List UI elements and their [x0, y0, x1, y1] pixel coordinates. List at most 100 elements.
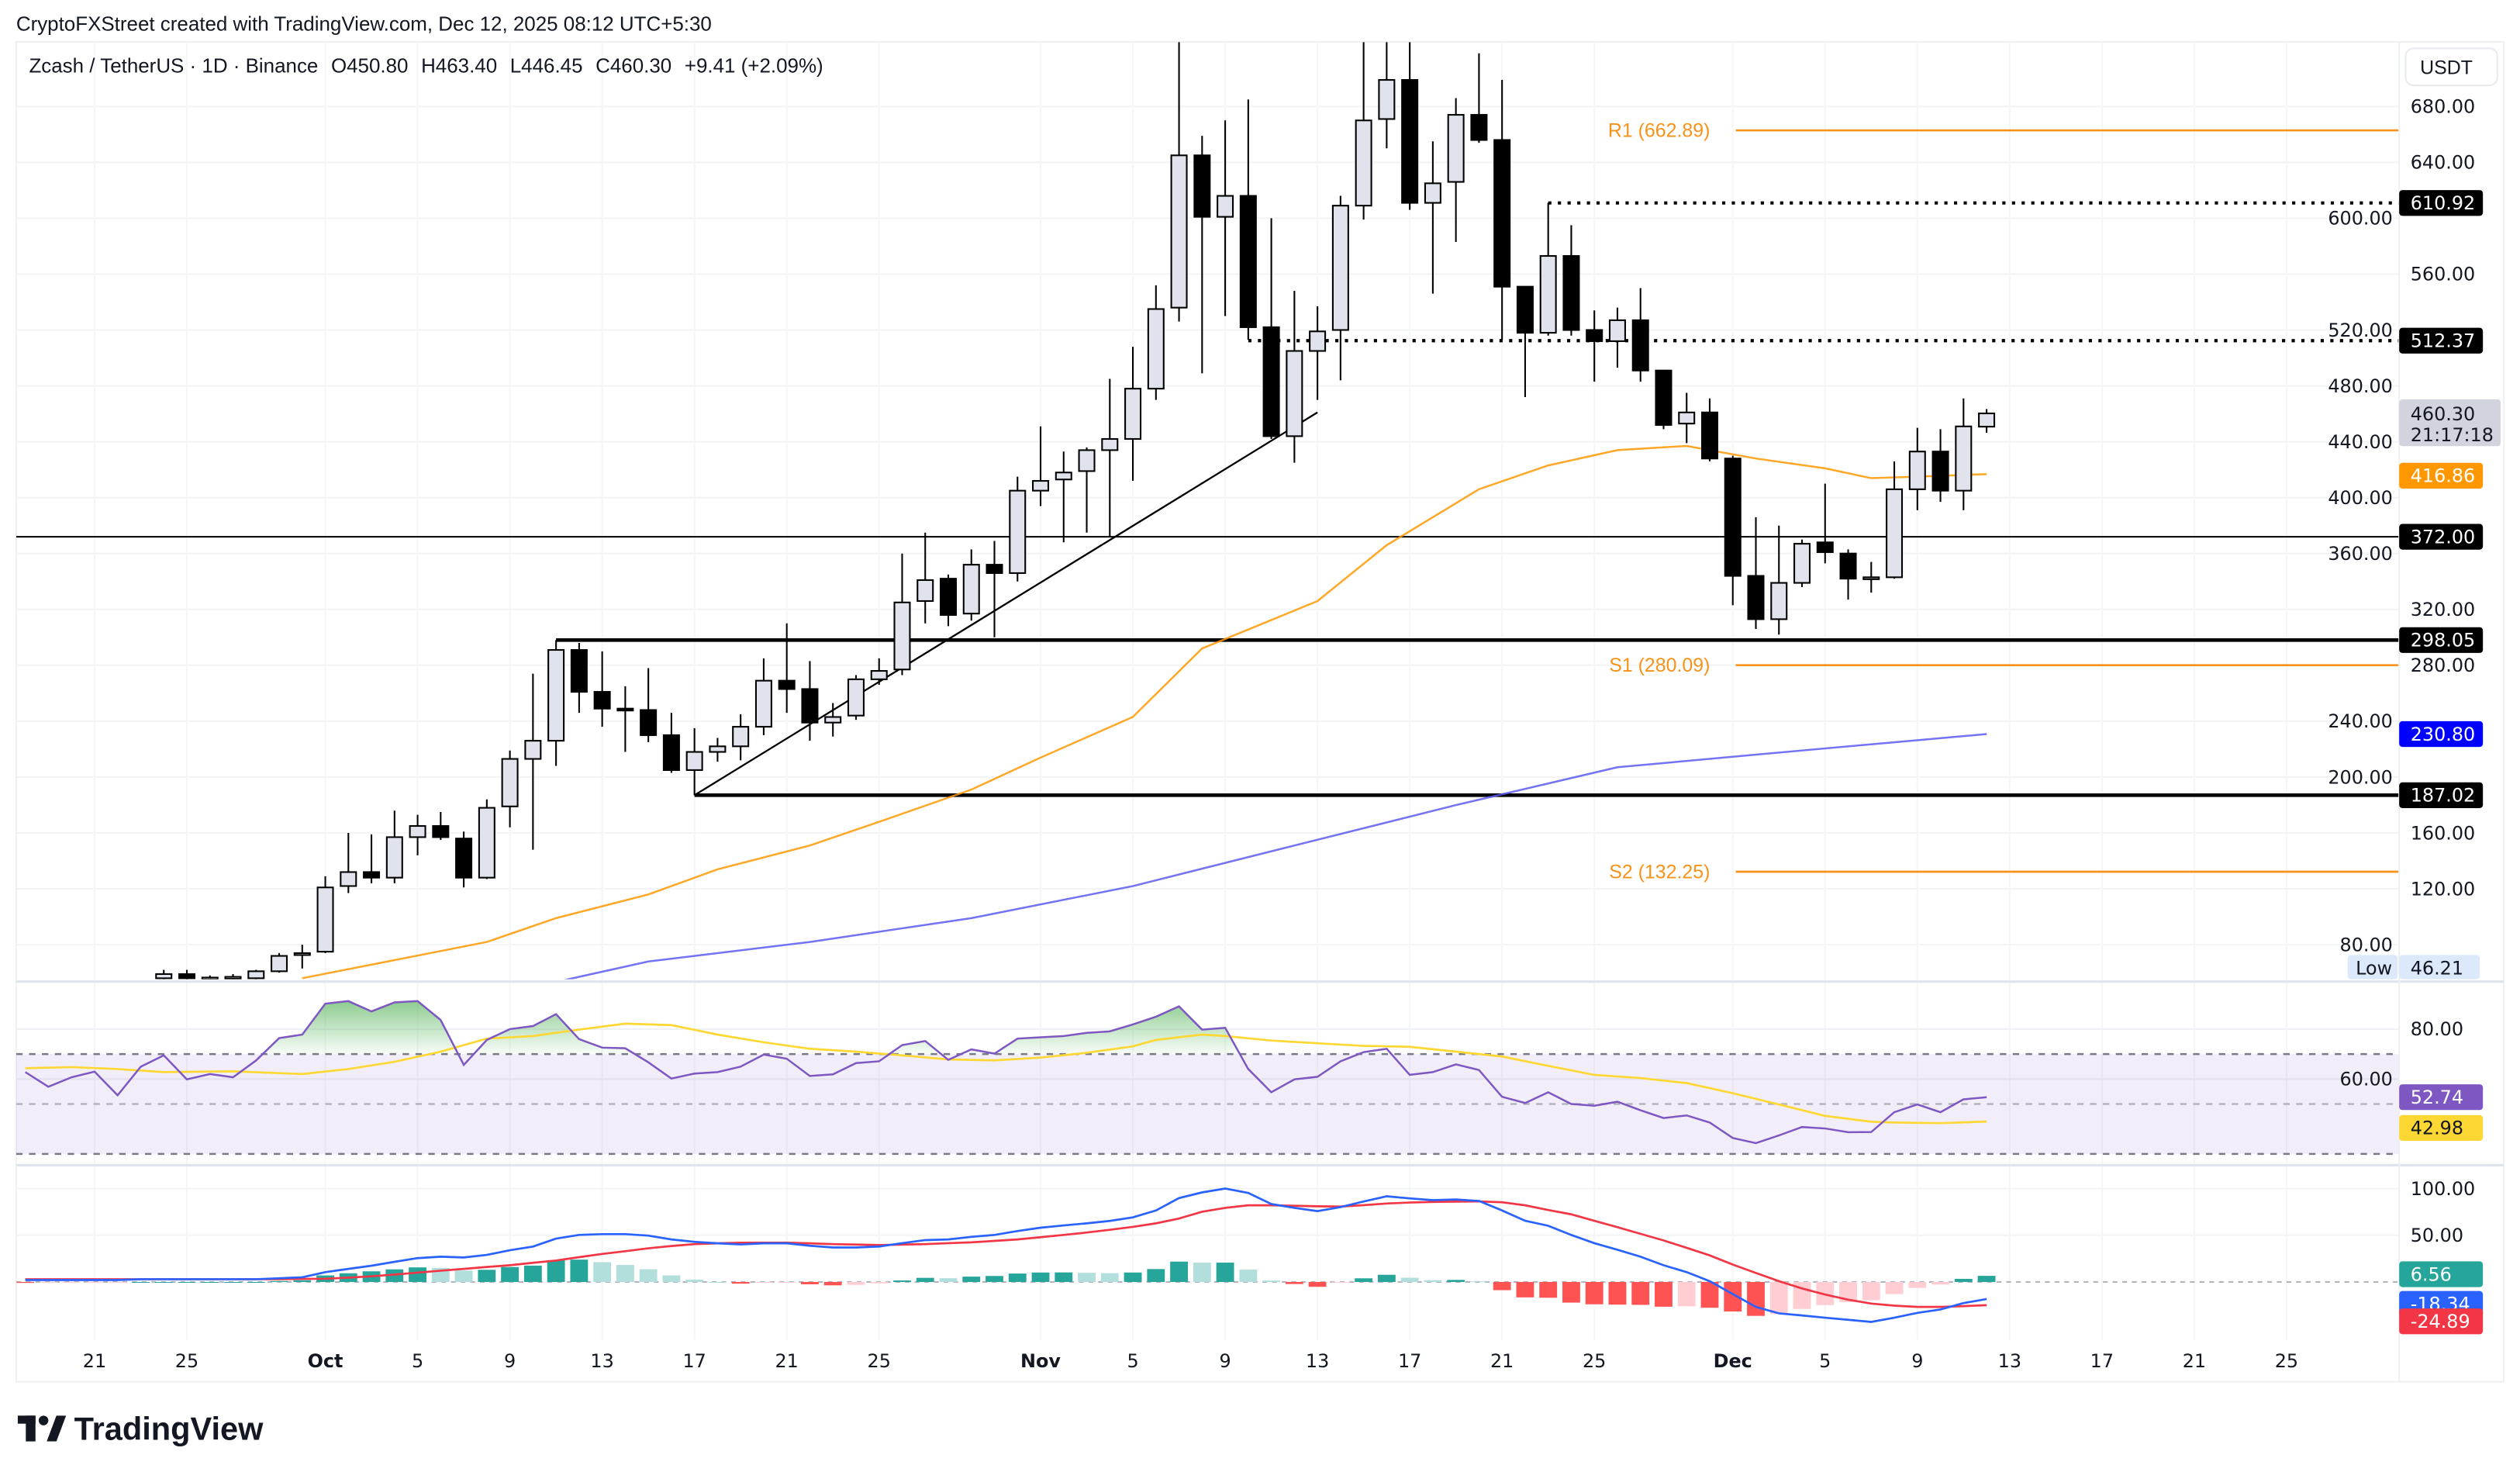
candle[interactable] [1055, 451, 1072, 543]
candle[interactable] [962, 549, 980, 621]
time-tick-label[interactable]: 21 [83, 1350, 106, 1372]
candle[interactable] [986, 541, 1003, 638]
time-tick-label[interactable]: 9 [1219, 1350, 1231, 1372]
candle[interactable] [1124, 347, 1142, 482]
candle[interactable] [1700, 398, 1718, 461]
time-tick-label[interactable]: 9 [1911, 1350, 1923, 1372]
rsi-pane[interactable] [16, 1000, 2400, 1156]
candle[interactable] [1931, 429, 1949, 503]
candle[interactable] [1217, 120, 1234, 316]
candle[interactable] [271, 952, 288, 973]
candle[interactable] [1631, 288, 1649, 382]
candle[interactable] [1170, 42, 1188, 322]
candle[interactable] [478, 799, 495, 879]
candle[interactable] [1586, 310, 1603, 382]
candle[interactable] [1032, 426, 1050, 506]
candle[interactable] [547, 640, 565, 766]
trendline[interactable] [694, 411, 1318, 796]
candle[interactable] [1770, 525, 1788, 635]
candle[interactable] [1101, 378, 1119, 537]
currency-button[interactable]: USDT [2404, 47, 2498, 87]
candle[interactable] [1608, 307, 1626, 368]
time-tick-label[interactable]: 13 [1306, 1350, 1329, 1372]
time-tick-label[interactable]: 13 [590, 1350, 613, 1372]
candle[interactable] [201, 975, 219, 980]
candle[interactable] [1678, 392, 1696, 444]
candle[interactable] [640, 668, 658, 742]
candle[interactable] [685, 727, 703, 796]
candle[interactable] [616, 686, 634, 752]
candle[interactable] [1309, 306, 1327, 400]
candle[interactable] [1655, 369, 1673, 430]
candle[interactable] [893, 553, 911, 676]
candle[interactable] [917, 532, 934, 624]
candle[interactable] [1009, 476, 1027, 582]
candle[interactable] [1193, 136, 1211, 374]
time-tick-label[interactable]: Oct [308, 1350, 343, 1372]
time-tick-label[interactable]: 25 [175, 1350, 198, 1372]
candle[interactable] [1147, 285, 1165, 400]
candle[interactable] [1747, 517, 1765, 630]
candle[interactable] [1286, 291, 1303, 463]
candle[interactable] [1539, 202, 1557, 336]
candle[interactable] [1793, 539, 1811, 587]
candle[interactable] [1424, 141, 1441, 294]
time-tick-label[interactable]: 21 [2183, 1350, 2206, 1372]
candle[interactable] [1516, 285, 1534, 397]
time-tick-label[interactable]: 9 [504, 1350, 516, 1372]
candle[interactable] [363, 834, 381, 883]
candle[interactable] [155, 969, 173, 980]
price-axis[interactable]: 680.00 640.00 600.00 560.00 520.00 480.00 440.… [2328, 96, 2475, 1246]
candle[interactable] [1816, 483, 1834, 564]
candle[interactable] [593, 651, 611, 727]
candle[interactable] [1331, 195, 1349, 381]
price-pane[interactable]: R1 (662.89) S1 (280.09) S2 (132.25) [16, 42, 2400, 992]
candle[interactable] [1862, 562, 1880, 593]
candle[interactable] [1355, 42, 1372, 220]
candle[interactable] [524, 673, 542, 850]
candle[interactable] [1239, 99, 1257, 340]
time-tick-label[interactable]: 25 [868, 1350, 891, 1372]
candle[interactable] [178, 969, 196, 980]
time-tick-label[interactable]: 21 [1490, 1350, 1514, 1372]
time-tick-label[interactable]: 13 [1998, 1350, 2021, 1372]
candle[interactable] [501, 750, 519, 828]
candle[interactable] [247, 969, 265, 980]
candle[interactable] [1886, 461, 1904, 579]
candle[interactable] [662, 713, 680, 773]
candle[interactable] [939, 574, 957, 627]
candle[interactable] [847, 675, 865, 720]
candle[interactable] [1908, 427, 1926, 510]
candle[interactable] [432, 811, 450, 841]
time-tick-label[interactable]: 5 [1127, 1350, 1138, 1372]
candle[interactable] [293, 945, 311, 969]
candle[interactable] [1470, 53, 1488, 143]
candle[interactable] [801, 661, 819, 741]
candle[interactable] [732, 714, 750, 761]
candle[interactable] [224, 973, 242, 980]
candle[interactable] [1378, 42, 1396, 149]
candle[interactable] [1078, 447, 1096, 533]
candle[interactable] [1562, 225, 1580, 336]
candle[interactable] [778, 623, 796, 714]
candle[interactable] [570, 643, 588, 714]
time-tick-label[interactable]: 21 [775, 1350, 798, 1372]
candle[interactable] [1724, 455, 1742, 606]
candle[interactable] [1447, 98, 1465, 243]
candle[interactable] [1955, 398, 1973, 510]
time-tick-label[interactable]: Dec [1714, 1350, 1752, 1372]
time-tick-label[interactable]: 25 [2275, 1350, 2298, 1372]
macd-pane[interactable] [16, 1187, 2400, 1323]
time-tick-label[interactable]: 25 [1583, 1350, 1606, 1372]
candle[interactable] [316, 876, 334, 953]
candle[interactable] [709, 738, 727, 762]
candle[interactable] [870, 658, 888, 686]
time-axis[interactable]: 21 25 Oct 5 9 13 17 21 25 Nov 5 9 13 17 21 25 Dec 5 9 13 17 2… [83, 1350, 2298, 1372]
candle[interactable] [1401, 42, 1419, 210]
time-tick-label[interactable]: 17 [1398, 1350, 1421, 1372]
time-tick-label[interactable]: 17 [2090, 1350, 2114, 1372]
candle[interactable] [455, 831, 473, 888]
candle[interactable] [1262, 218, 1280, 440]
time-tick-label[interactable]: 17 [682, 1350, 706, 1372]
candle[interactable] [824, 703, 842, 737]
